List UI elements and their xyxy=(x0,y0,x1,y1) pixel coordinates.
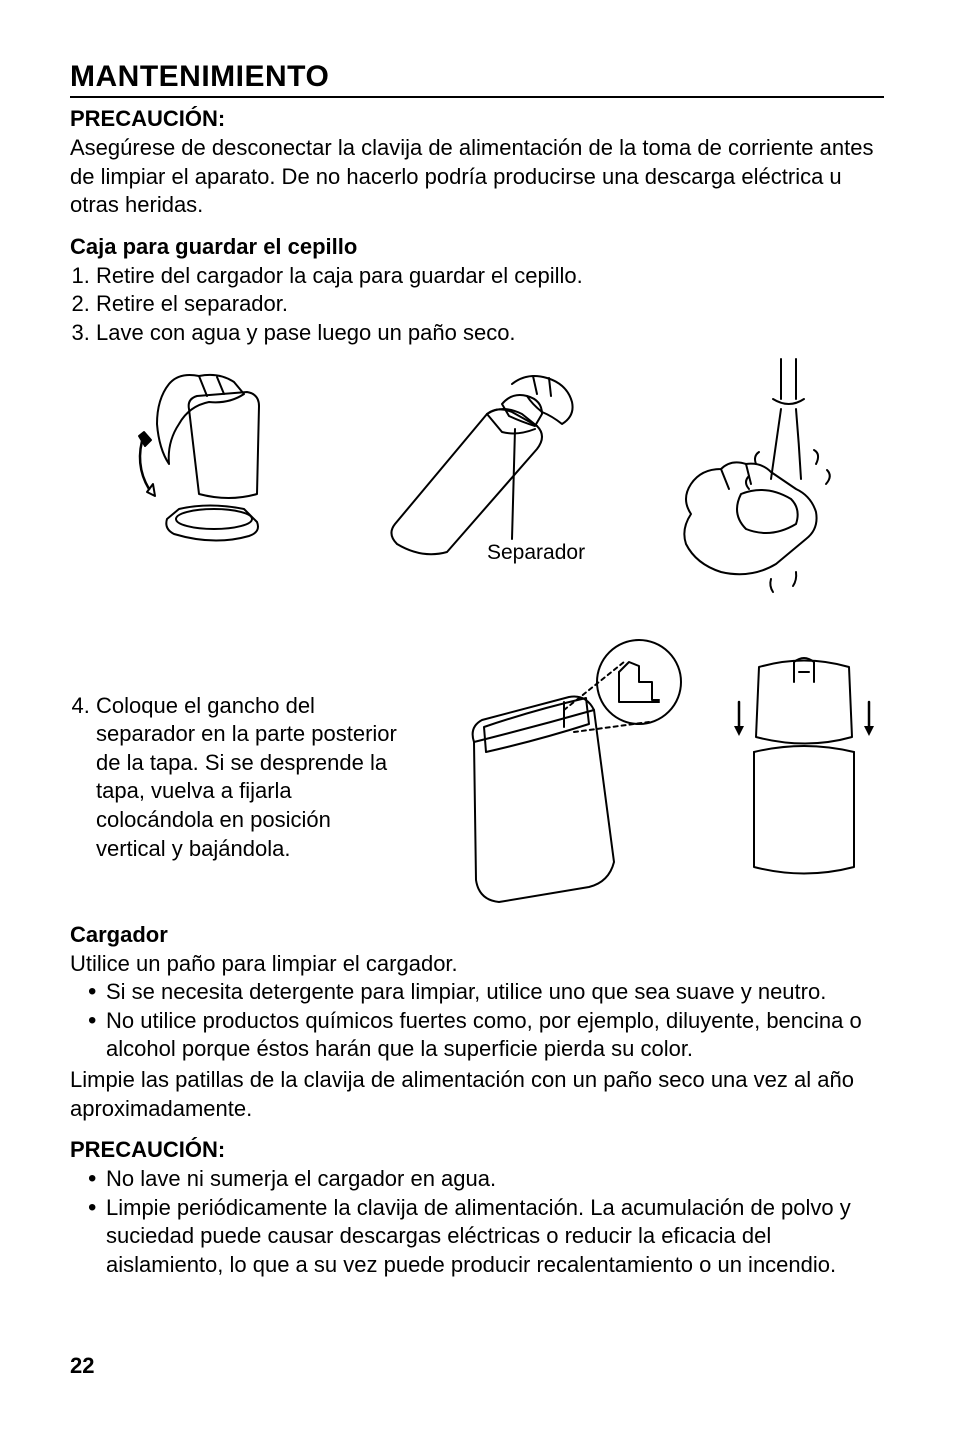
charger-bullet-1: Si se necesita detergente para limpiar, … xyxy=(88,978,884,1007)
step-2: Retire el separador. xyxy=(96,290,884,319)
figure-remove-separator: Separador xyxy=(337,354,617,584)
charger-bullets: Si se necesita detergente para limpiar, … xyxy=(70,978,884,1064)
caution-heading-1: PRECAUCIÓN: xyxy=(70,106,884,132)
step4-figures xyxy=(414,632,884,912)
figure-row-1: Separador xyxy=(70,354,884,614)
illustration-remove-case xyxy=(79,354,329,584)
step4-row: Coloque el gancho del separador en la pa… xyxy=(70,632,884,912)
step-4: Coloque el gancho del separador en la pa… xyxy=(96,692,404,864)
step4-text: Coloque el gancho del separador en la pa… xyxy=(70,632,414,864)
illustration-wash xyxy=(621,354,881,614)
caution2-bullet-2: Limpie periódicamente la clavija de alim… xyxy=(88,1194,884,1280)
illustration-remove-separator: Separador xyxy=(337,354,617,584)
caution2-bullets: No lave ni sumerja el cargador en agua. … xyxy=(70,1165,884,1279)
step-1: Retire del cargador la caja para guardar… xyxy=(96,262,884,291)
brushbox-title: Caja para guardar el cepillo xyxy=(70,234,884,260)
charger-intro: Utilice un paño para limpiar el cargador… xyxy=(70,950,884,979)
step4-list: Coloque el gancho del separador en la pa… xyxy=(70,692,404,864)
step-3: Lave con agua y pase luego un paño seco. xyxy=(96,319,884,348)
page-title: MANTENIMIENTO xyxy=(70,60,884,98)
figure-wash xyxy=(617,354,884,614)
caution-heading-2: PRECAUCIÓN: xyxy=(70,1137,884,1163)
brushbox-steps: Retire del cargador la caja para guardar… xyxy=(70,262,884,348)
illustration-reattach-lid xyxy=(724,632,884,882)
illustration-hook-detail xyxy=(414,632,694,912)
charger-bullet-2: No utilice productos químicos fuertes co… xyxy=(88,1007,884,1064)
separator-label: Separador xyxy=(487,541,585,564)
figure-remove-case xyxy=(70,354,337,584)
manual-page: MANTENIMIENTO PRECAUCIÓN: Asegúrese de d… xyxy=(0,0,954,1429)
page-number: 22 xyxy=(70,1353,94,1379)
caution2-bullet-1: No lave ni sumerja el cargador en agua. xyxy=(88,1165,884,1194)
caution-text-1: Asegúrese de desconectar la clavija de a… xyxy=(70,134,884,220)
charger-outro: Limpie las patillas de la clavija de ali… xyxy=(70,1066,884,1123)
charger-title: Cargador xyxy=(70,922,884,948)
